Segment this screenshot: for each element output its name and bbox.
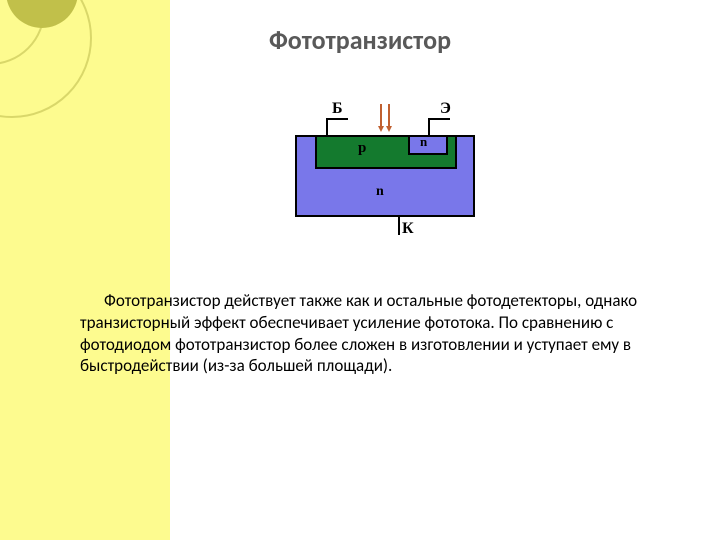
lead-base-horizontal xyxy=(326,118,348,120)
light-arrow-2-line xyxy=(388,104,390,126)
lead-collector-vertical xyxy=(398,217,400,235)
light-arrow-2-head xyxy=(386,126,392,132)
phototransistor-diagram: n p n Б Э К xyxy=(280,80,490,250)
slide: Фототранзистор n p n Б Э К Фототранзисто… xyxy=(0,0,720,540)
label-p-region: p xyxy=(358,140,366,157)
label-collector-terminal: К xyxy=(402,220,414,238)
page-title: Фототранзистор xyxy=(0,24,720,56)
body-paragraph: Фототранзистор действует также как и ост… xyxy=(80,290,650,377)
label-n-substrate: n xyxy=(376,184,384,200)
label-emitter-terminal: Э xyxy=(440,100,451,118)
n-emitter-region xyxy=(408,135,448,155)
light-arrow-1-head xyxy=(378,126,384,132)
light-arrow-1-line xyxy=(380,104,382,126)
label-base-terminal: Б xyxy=(332,100,343,118)
lead-emitter-horizontal xyxy=(428,118,450,120)
label-n-emitter: n xyxy=(420,134,427,150)
